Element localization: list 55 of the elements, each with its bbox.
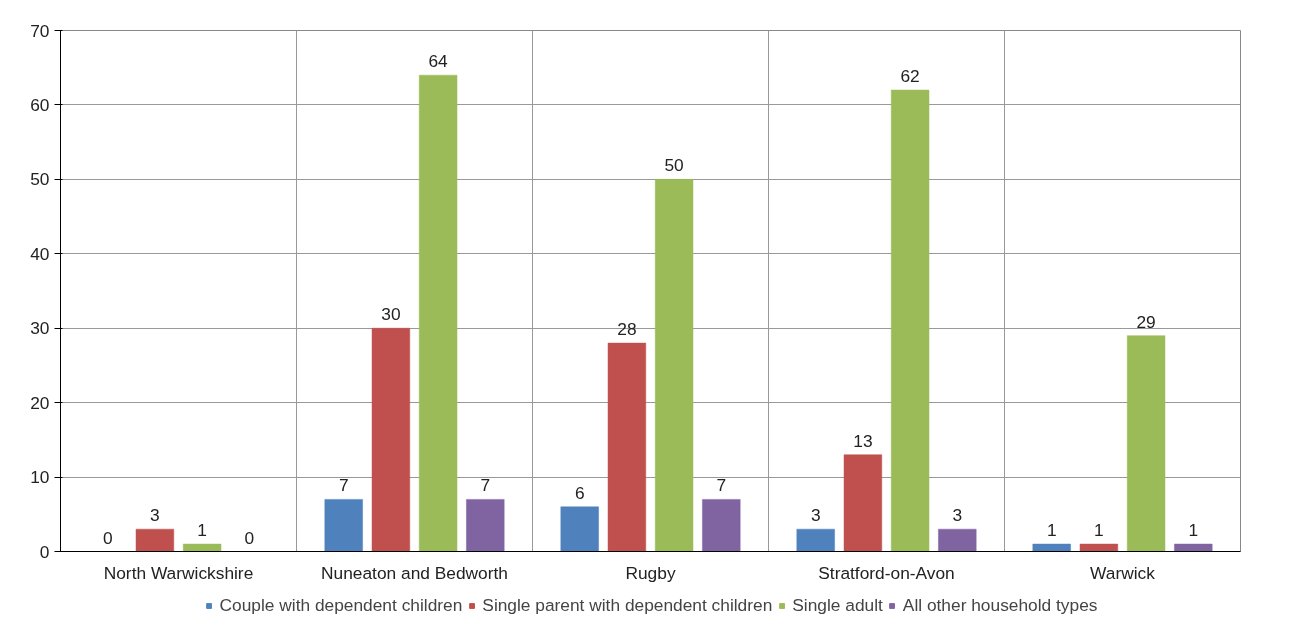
bar [938, 528, 977, 552]
data-label: 1 [197, 520, 207, 541]
x-tick-label: Nuneaton and Bedworth [321, 562, 508, 583]
x-tick-label: Warwick [1090, 562, 1156, 583]
legend-label: Single adult [792, 594, 883, 616]
bar [560, 506, 599, 552]
data-label: 3 [810, 505, 821, 526]
data-label: 0 [244, 527, 255, 548]
data-label: 1 [1188, 520, 1199, 541]
legend-label: Couple with dependent children [219, 594, 463, 616]
bar [324, 499, 363, 552]
bar [890, 89, 930, 552]
data-label: 13 [853, 430, 873, 451]
data-label: 6 [574, 482, 585, 503]
y-tick-label: 40 [30, 243, 50, 264]
legend-label: All other household types [902, 594, 1098, 616]
bar [371, 327, 411, 552]
data-label: 1 [1094, 520, 1104, 541]
data-label: 50 [664, 155, 684, 176]
bar [1079, 543, 1119, 552]
y-tick-label: 70 [30, 20, 50, 41]
bar [1126, 335, 1166, 552]
bar [1032, 543, 1071, 552]
x-tick-label: Rugby [625, 562, 676, 583]
data-label: 0 [102, 527, 113, 548]
x-tick-label: North Warwickshire [103, 562, 254, 583]
data-label: 7 [480, 475, 491, 496]
y-tick-label: 10 [30, 467, 50, 488]
data-label: 28 [617, 319, 637, 340]
data-label: 7 [716, 475, 727, 496]
y-tick-label: 50 [30, 169, 50, 190]
y-tick-label: 20 [30, 392, 50, 413]
data-label: 30 [381, 304, 401, 325]
bar [1174, 543, 1213, 552]
bar [466, 499, 505, 552]
data-label: 3 [952, 505, 963, 526]
bar [702, 499, 741, 552]
bar [418, 74, 458, 552]
data-label: 1 [1046, 520, 1057, 541]
bar [607, 342, 647, 552]
data-label: 64 [428, 51, 449, 72]
bar [843, 454, 883, 552]
bar [135, 528, 175, 552]
bar [796, 528, 835, 552]
legend-label: Single parent with dependent children [482, 594, 773, 616]
y-tick-label: 60 [30, 94, 50, 115]
data-label: 62 [900, 66, 920, 87]
data-label: 7 [338, 475, 349, 496]
bar [654, 179, 694, 552]
data-label: 3 [150, 505, 160, 526]
y-tick-label: 30 [30, 318, 50, 339]
data-label: 29 [1136, 311, 1156, 332]
x-tick-label: Stratford-on-Avon [818, 562, 955, 583]
y-tick-label: 0 [39, 541, 50, 562]
bar [182, 543, 222, 552]
